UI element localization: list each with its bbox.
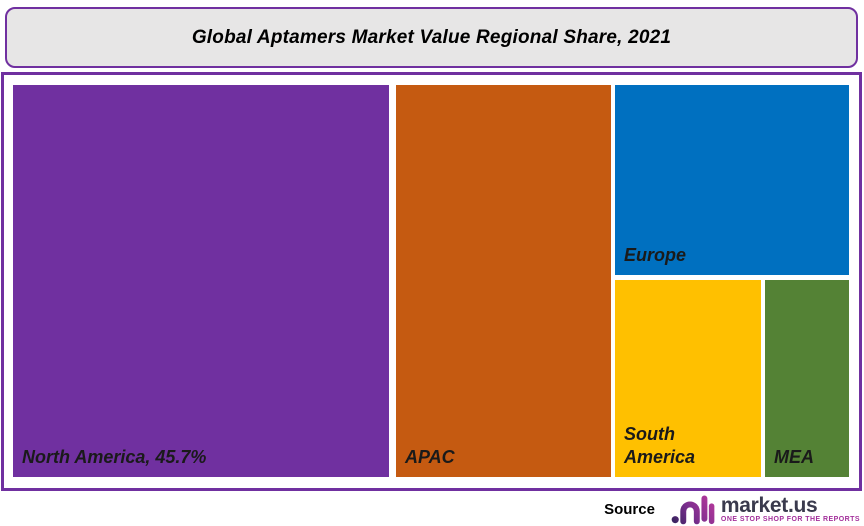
treemap-chart-frame: North America, 45.7% APAC Europe South A…	[1, 72, 862, 491]
source-label: Source	[604, 500, 655, 518]
tile-label-europe: Europe	[624, 244, 687, 265]
tile-label-north-america: North America, 45.7%	[22, 446, 207, 467]
tile-label-mea: MEA	[774, 446, 814, 467]
marketus-logo: market.us ONE STOP SHOP FOR THE REPORTS	[671, 493, 860, 526]
marketus-logo-text: market.us	[720, 493, 818, 517]
tile-label-apac: APAC	[405, 446, 455, 467]
tile-label-south-america: South America	[624, 424, 696, 467]
treemap-tile-north-america: North America, 45.7%	[13, 85, 389, 477]
treemap-tile-south-america: South America	[615, 280, 761, 477]
marketus-logo-icon	[671, 495, 715, 524]
page-title: Global Aptamers Market Value Regional Sh…	[191, 26, 672, 48]
marketus-logo-tagline: ONE STOP SHOP FOR THE REPORTS	[720, 515, 860, 523]
source-row: Source market.us ONE STOP SHOP FOR THE R…	[604, 494, 860, 524]
treemap-tile-europe: Europe	[615, 85, 849, 275]
treemap-tile-apac: APAC	[396, 85, 611, 477]
treemap-tile-mea: MEA	[765, 280, 849, 477]
marketus-logo-text-block: market.us ONE STOP SHOP FOR THE REPORTS	[720, 493, 860, 523]
chart-title-box: Global Aptamers Market Value Regional Sh…	[5, 7, 858, 68]
